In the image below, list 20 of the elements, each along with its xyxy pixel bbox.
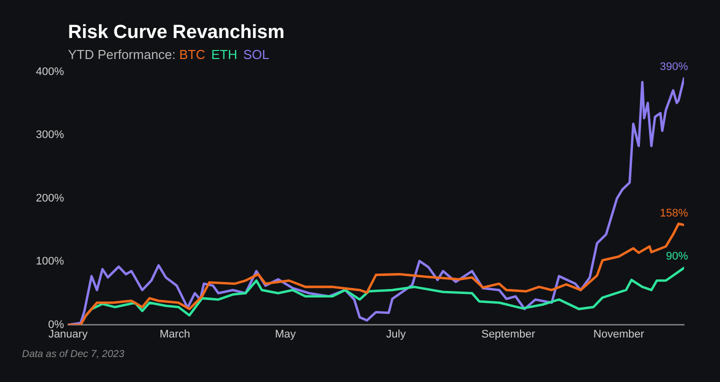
x-tick-label: July: [386, 328, 406, 340]
x-tick-label: May: [275, 328, 296, 340]
text: SOL: [243, 47, 270, 62]
annotation: 90%: [666, 250, 688, 262]
y-tick-label: 0%: [48, 318, 64, 331]
y-tick-label: 200%: [36, 192, 64, 204]
y-tick-label: 100%: [36, 256, 64, 268]
chart-title: Risk Curve Revanchism: [68, 22, 284, 44]
x-tick-label: January: [48, 328, 88, 340]
x-tick-label: March: [160, 328, 190, 340]
x-tick-label: September: [481, 328, 536, 340]
text: ETH: [211, 47, 238, 62]
x-tick-label: November: [593, 328, 644, 340]
y-tick-label: 300%: [36, 129, 64, 142]
annotation: 158%: [660, 207, 688, 220]
text: Data as of Dec 7, 2023: [22, 348, 124, 361]
annotation: 390%: [660, 60, 688, 73]
y-tick-label: 400%: [36, 66, 64, 78]
chart-subtitle: YTD Performance:: [68, 47, 176, 62]
text: BTC: [179, 47, 206, 62]
